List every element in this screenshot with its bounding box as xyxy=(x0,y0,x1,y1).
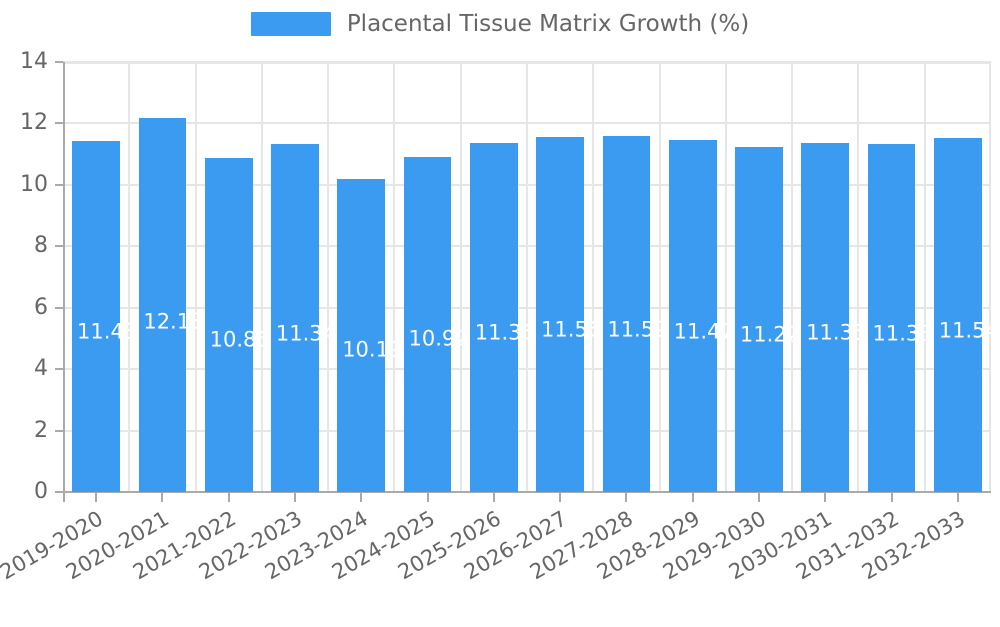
y-axis-tick-mark xyxy=(55,183,63,186)
bar-value-label: 10.92 xyxy=(408,326,469,351)
bar[interactable] xyxy=(271,143,319,492)
gridline-vertical xyxy=(260,62,263,492)
y-axis-tick-label: 8 xyxy=(34,233,48,259)
y-axis-tick-mark xyxy=(55,429,63,432)
x-axis-tick-mark xyxy=(691,493,694,502)
x-axis-tick-mark xyxy=(360,493,363,502)
gridline-vertical xyxy=(393,62,396,492)
y-axis-tick-label: 0 xyxy=(34,479,48,504)
bar-value-label: 11.43 xyxy=(77,319,138,344)
bar[interactable] xyxy=(72,140,120,492)
y-axis-tick-label: 2 xyxy=(34,417,48,443)
y-axis-tick-label: 14 xyxy=(20,49,48,74)
x-axis-tick-mark xyxy=(426,493,429,502)
x-axis-tick-mark xyxy=(956,493,959,502)
y-axis-labels: 0 2 4 6 8 10 12 14 xyxy=(0,0,48,600)
bar-value-label: 11.33 xyxy=(872,321,933,346)
gridline-vertical xyxy=(857,62,860,492)
x-axis-line xyxy=(55,491,991,493)
y-axis-tick-mark xyxy=(55,306,63,309)
x-axis-tick-mark xyxy=(294,493,296,502)
gridline-vertical xyxy=(724,62,727,492)
x-axis-tick-mark xyxy=(758,493,760,502)
gridline-vertical xyxy=(194,62,197,492)
x-axis-tick-mark xyxy=(559,493,562,502)
bar-value-label: 12.18 xyxy=(143,309,204,334)
chart-legend: Placental Tissue Matrix Growth (%) xyxy=(0,12,1000,36)
bar-chart: Placental Tissue Matrix Growth (%) 0 2 4 6 8… xyxy=(0,0,1000,600)
gridline-vertical xyxy=(791,62,794,492)
bar-value-label: 10.19 xyxy=(342,337,403,362)
bar[interactable] xyxy=(469,143,518,492)
bar[interactable] xyxy=(138,117,187,492)
bar-value-label: 11.56 xyxy=(541,317,602,342)
legend-swatch-placental-tissue-matrix-growth[interactable] xyxy=(250,12,331,36)
x-axis-tick-mark xyxy=(824,493,827,502)
y-axis-tick-mark xyxy=(55,245,63,248)
plot-frame-right xyxy=(989,62,991,492)
y-axis-tick-mark xyxy=(55,491,63,493)
x-axis-tick-mark xyxy=(95,493,98,502)
bar[interactable] xyxy=(602,136,651,492)
y-axis-tick-mark xyxy=(55,61,63,63)
gridline-vertical xyxy=(658,62,661,492)
bar[interactable] xyxy=(735,147,783,492)
bar[interactable] xyxy=(536,136,584,492)
x-axis-tick-mark xyxy=(492,493,495,502)
y-axis-tick-label: 12 xyxy=(20,110,48,136)
gridline-vertical xyxy=(526,62,528,492)
bar[interactable] xyxy=(867,144,916,492)
y-axis-tick-label: 10 xyxy=(20,171,48,197)
y-axis-tick-mark xyxy=(55,368,63,371)
x-axis-ticks: 2019-2020 2020-2021 2021-2022 2022-2023 2023… xyxy=(0,493,969,584)
x-axis-tick-mark xyxy=(890,493,893,502)
bar-value-label: 11.59 xyxy=(607,317,668,342)
x-axis-tick-mark xyxy=(625,493,628,502)
bar[interactable] xyxy=(204,158,253,492)
bars-layer: 11.43 12.18 10.86 11.34 10.19 10.92 11.36 11.56… xyxy=(63,62,991,492)
plot-area xyxy=(63,61,991,493)
x-axis-tick-mark xyxy=(227,493,230,502)
bar-value-label: 11.54 xyxy=(938,318,991,343)
bar-value-label: 11.36 xyxy=(474,320,535,345)
x-axis-tick-mark xyxy=(161,493,164,502)
gridline-vertical xyxy=(459,62,462,492)
bar-value-label: 10.86 xyxy=(209,327,270,352)
bar-value-label: 11.47 xyxy=(673,319,734,344)
legend-label: Placental Tissue Matrix Growth (%) xyxy=(346,10,750,37)
bar-value-label: 11.35 xyxy=(806,320,867,345)
gridline-vertical xyxy=(128,62,131,492)
y-axis-tick-label: 6 xyxy=(34,294,48,320)
bar-value-label: 11.22 xyxy=(739,322,801,347)
bar[interactable] xyxy=(403,156,452,492)
bar[interactable] xyxy=(801,143,850,492)
gridline-vertical xyxy=(592,62,595,492)
bar[interactable] xyxy=(933,137,982,492)
bar[interactable] xyxy=(668,139,717,492)
gridline-vertical xyxy=(923,62,926,492)
y-axis-line xyxy=(63,62,65,502)
gridline-vertical xyxy=(327,62,330,492)
y-axis-tick-mark xyxy=(55,122,63,125)
y-axis-tick-label: 4 xyxy=(34,356,48,382)
bar[interactable] xyxy=(337,179,386,492)
bar-value-label: 11.34 xyxy=(275,321,337,346)
